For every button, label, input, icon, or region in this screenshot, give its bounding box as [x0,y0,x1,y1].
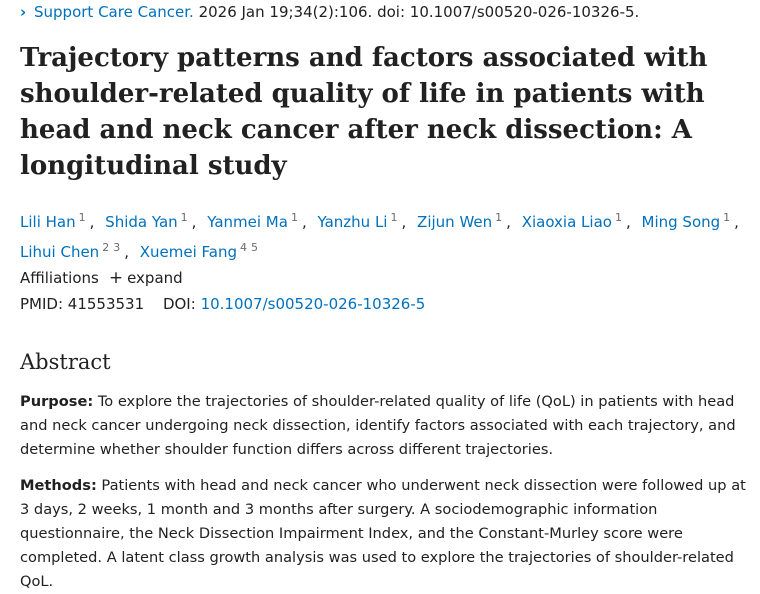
abstract-section-text: To explore the trajectories of shoulder-… [20,393,736,458]
pmid-label: PMID: [20,295,64,313]
author-link[interactable]: Shida Yan 1 [105,211,191,231]
journal-link[interactable]: Support Care Cancer. [34,3,194,21]
doi-link[interactable]: 10.1007/s00520-026-10326-5 [200,295,426,313]
author-affiliation-ref: 1 [495,211,503,224]
authors-list: Lili Han 1, Shida Yan 1, Yanmei Ma 1, Yanzh… [20,211,739,261]
chevron-right-icon: › [20,3,27,21]
plus-icon: + [108,268,124,288]
author-affiliation-ref: 1 [614,211,622,224]
abstract-section-label: Purpose: [20,393,94,410]
abstract-purpose: Purpose: To explore the trajectories of … [20,390,748,462]
author-link[interactable]: Zijun Wen 1 [417,211,506,231]
pmid-value: 41553531 [67,295,145,313]
author-affiliation-ref: 1 [723,211,731,224]
abstract-heading: Abstract [20,350,111,374]
affiliations-toggle[interactable]: Affiliations + expand [20,268,183,288]
author-link[interactable]: Lihui Chen 2 3 [20,241,124,261]
author-link[interactable]: Ming Song 1 [642,211,735,231]
abstract-section-label: Methods: [20,477,97,494]
author-affiliation-ref: 1 [180,211,188,224]
affiliations-label: Affiliations [20,269,99,287]
abstract-section-text: Patients with head and neck cancer who u… [20,477,746,590]
identifiers: PMID: 41553531 DOI: 10.1007/s00520-026-1… [20,295,425,313]
author-link[interactable]: Xiaoxia Liao 1 [522,211,626,231]
citation-details: 2026 Jan 19;34(2):106. doi: 10.1007/s005… [198,3,640,21]
author-affiliation-ref: 1 [78,211,86,224]
author-affiliation-ref: 1 [290,211,298,224]
author-affiliation-ref: 1 [390,211,398,224]
abstract-methods: Methods: Patients with head and neck can… [20,474,748,594]
doi-label: DOI: [162,295,196,313]
author-link[interactable]: Xuemei Fang 4 5 [140,241,262,261]
article-title: Trajectory patterns and factors associat… [20,43,708,181]
author-link[interactable]: Yanmei Ma 1 [207,211,302,231]
author-link[interactable]: Yanzhu Li 1 [318,211,402,231]
expand-label: expand [127,269,183,287]
citation-line: › Support Care Cancer. 2026 Jan 19;34(2):… [20,3,639,21]
author-link[interactable]: Lili Han 1 [20,211,90,231]
